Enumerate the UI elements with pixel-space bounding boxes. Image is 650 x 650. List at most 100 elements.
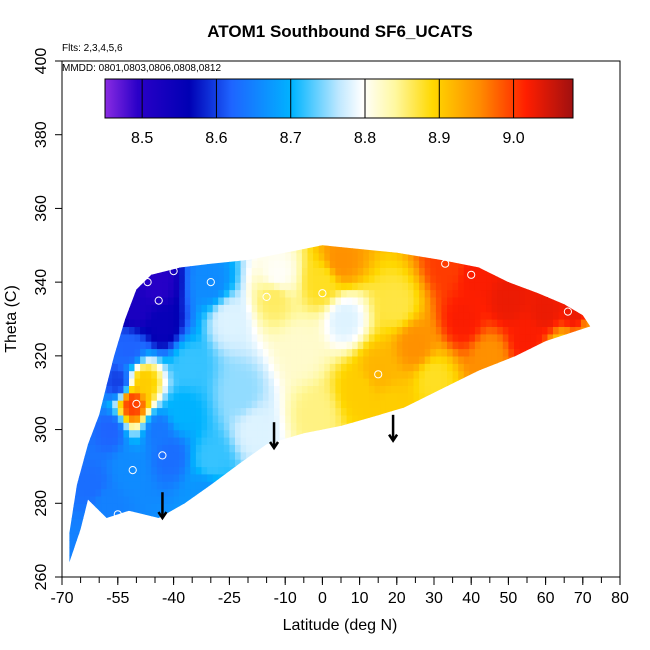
heatmap-cell <box>235 436 242 445</box>
heatmap-cell <box>296 370 303 379</box>
heatmap-cell <box>586 282 591 291</box>
heatmap-cell <box>246 326 253 335</box>
heatmap-cell <box>502 444 509 453</box>
heatmap-cell <box>285 289 292 298</box>
heatmap-cell <box>212 414 219 423</box>
heatmap-cell <box>101 518 108 526</box>
heatmap-cell <box>307 252 314 261</box>
heatmap-cell <box>184 274 191 283</box>
heatmap-cell <box>140 466 147 475</box>
heatmap-cell <box>402 304 409 313</box>
heatmap-cell <box>207 370 214 379</box>
heatmap-cell <box>229 436 236 445</box>
heatmap-cell <box>530 444 537 453</box>
heatmap-cell <box>463 488 470 497</box>
heatmap-cell <box>385 319 392 327</box>
heatmap-cell <box>69 363 74 372</box>
heatmap-cell <box>491 289 498 298</box>
heatmap-cell <box>514 444 521 453</box>
heatmap-cell <box>168 289 175 298</box>
heatmap-cell <box>391 311 398 320</box>
heatmap-cell <box>368 245 376 254</box>
heatmap-cell <box>151 518 158 526</box>
heatmap-cell <box>123 466 130 475</box>
heatmap-cell <box>380 554 387 563</box>
heatmap-cell <box>240 510 247 519</box>
heatmap-cell <box>441 348 448 357</box>
heatmap-cell <box>246 525 253 534</box>
heatmap-cell <box>547 245 554 246</box>
heatmap-cell <box>586 378 591 386</box>
heatmap-cell <box>424 451 431 460</box>
heatmap-cell <box>480 341 487 350</box>
heatmap-cell <box>285 252 292 261</box>
y-tick-label: 320 <box>33 342 50 369</box>
heatmap-cell <box>84 282 91 291</box>
heatmap-cell <box>514 355 521 364</box>
heatmap-cell <box>145 400 152 409</box>
heatmap-cell <box>296 363 303 372</box>
sample-circle <box>169 267 178 276</box>
heatmap-cell <box>580 488 588 497</box>
heatmap-cell <box>123 348 130 357</box>
heatmap-cell <box>106 510 113 519</box>
heatmap-cell <box>553 355 560 364</box>
heatmap-cell <box>536 562 543 563</box>
x-tick-label: 0 <box>318 590 327 607</box>
heatmap-cell <box>408 326 415 335</box>
heatmap-cell <box>357 540 364 549</box>
heatmap-cell <box>240 267 247 276</box>
heatmap-cell <box>346 414 353 423</box>
heatmap-cell <box>301 245 309 246</box>
heatmap-cell <box>497 326 504 335</box>
heatmap-cell <box>514 547 521 556</box>
heatmap-cell <box>536 311 543 320</box>
heatmap-cell <box>69 554 74 563</box>
heatmap-cell <box>73 363 80 372</box>
heatmap-cell <box>207 444 214 453</box>
heatmap-cell <box>424 495 431 504</box>
heatmap-cell <box>525 363 532 372</box>
heatmap-cell <box>106 319 113 327</box>
heatmap-cell <box>140 503 147 512</box>
heatmap-cell <box>279 252 286 261</box>
heatmap-cell <box>374 392 381 401</box>
heatmap-cell <box>363 392 370 401</box>
heatmap-cell <box>541 274 549 283</box>
heatmap-cell <box>151 378 158 386</box>
heatmap-cell <box>491 488 498 497</box>
heatmap-cell <box>151 473 158 482</box>
heatmap-cell <box>480 451 487 460</box>
heatmap-cell <box>363 540 370 549</box>
heatmap-cell <box>480 274 487 283</box>
heatmap-cell <box>525 385 532 394</box>
heatmap-cell <box>324 392 331 401</box>
heatmap-cell <box>396 414 403 423</box>
heatmap-cell <box>558 547 565 556</box>
heatmap-cell <box>62 474 68 482</box>
heatmap-cell <box>151 481 158 490</box>
heatmap-cell <box>313 436 320 445</box>
heatmap-cell <box>162 444 169 453</box>
heatmap-cell <box>168 378 175 386</box>
heatmap-cell <box>419 296 426 305</box>
heatmap-cell <box>190 459 197 468</box>
heatmap-cell <box>212 429 219 438</box>
heatmap-cell <box>279 370 286 379</box>
heatmap-cell <box>190 562 197 563</box>
heatmap-cell <box>301 400 309 409</box>
heatmap-cell <box>424 562 431 563</box>
heatmap-cell <box>62 253 68 261</box>
heatmap-cell <box>89 532 97 541</box>
heatmap-cell <box>112 385 119 394</box>
heatmap-cell <box>335 510 342 519</box>
heatmap-cell <box>101 481 108 490</box>
heatmap-cell <box>474 518 482 526</box>
heatmap-cell <box>380 495 387 504</box>
heatmap-cell <box>385 562 392 563</box>
heatmap-cell <box>84 392 91 401</box>
heatmap-cell <box>447 510 454 519</box>
heatmap-cell <box>402 333 409 342</box>
heatmap-cell <box>435 518 443 526</box>
heatmap-cell <box>391 304 398 313</box>
